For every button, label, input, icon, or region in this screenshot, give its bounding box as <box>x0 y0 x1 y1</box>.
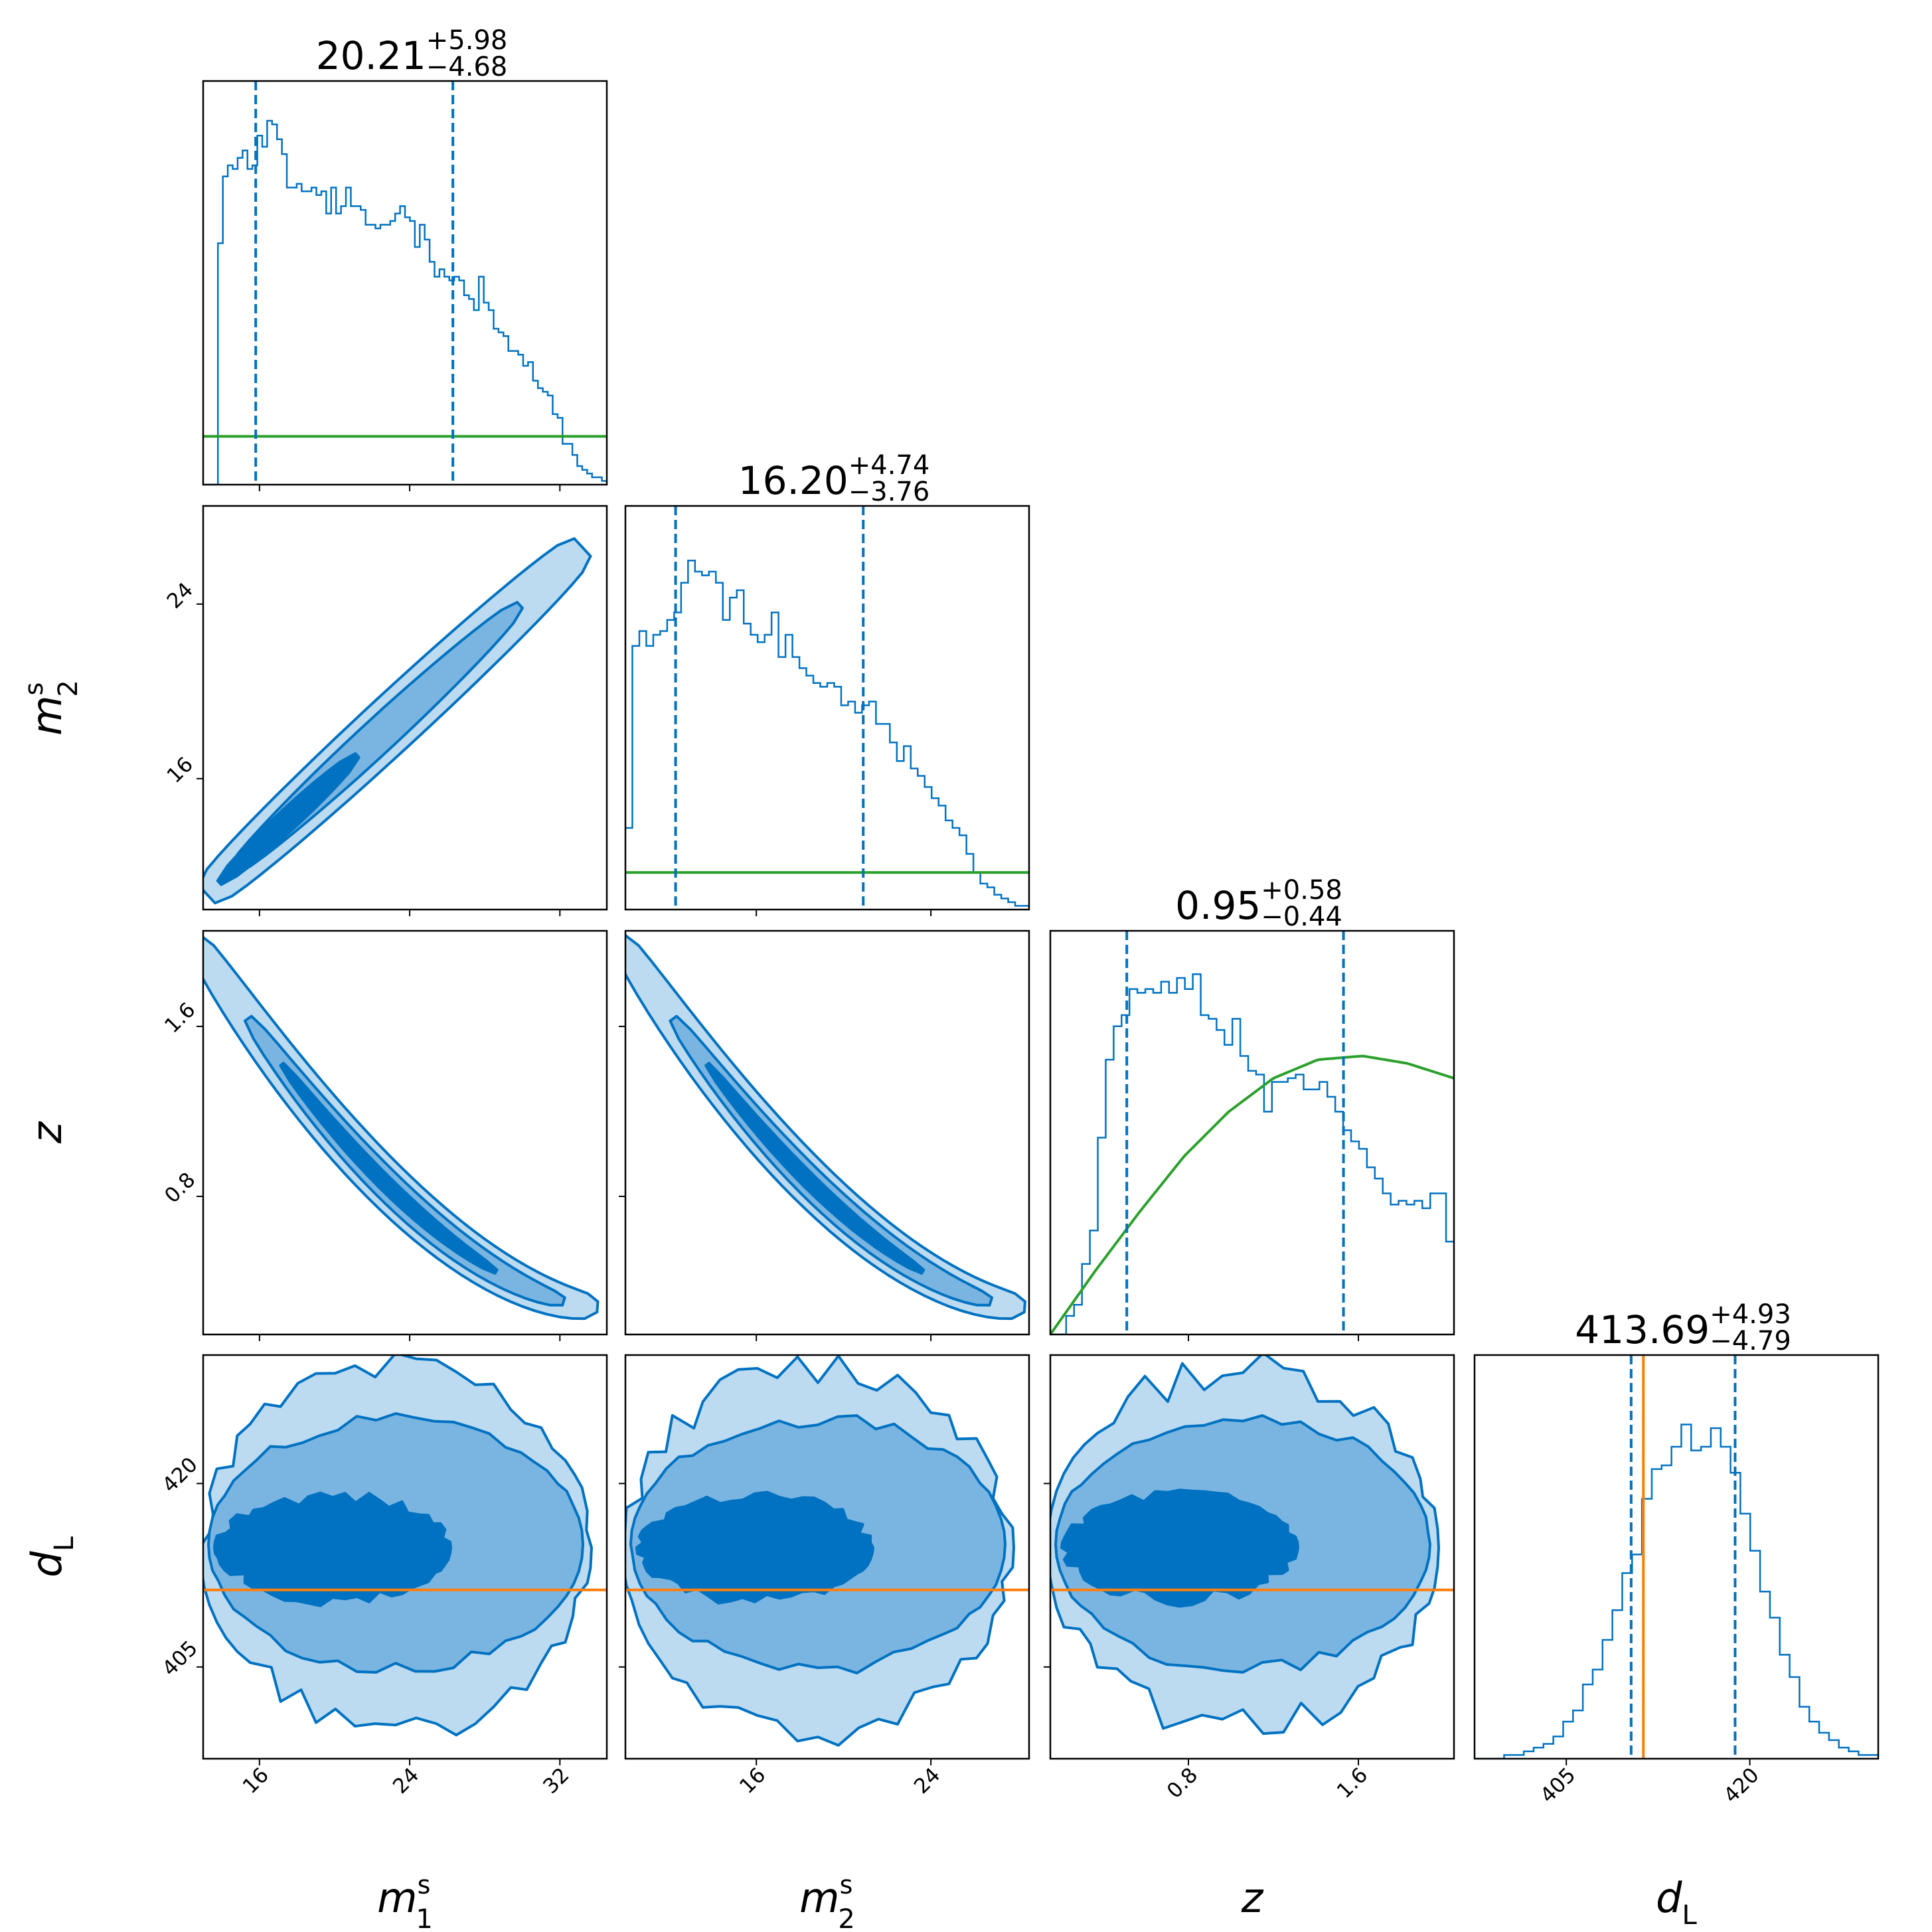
contour-level-3 <box>704 1062 926 1275</box>
x-tick-label: 16 <box>735 1763 770 1799</box>
frame-m2 <box>624 505 1030 911</box>
contour-panel-z-m2 <box>625 933 1026 1321</box>
x-tick-label: 405 <box>1536 1763 1580 1808</box>
frame-dL <box>1473 1354 1880 1760</box>
histogram-dL <box>1475 1423 1878 1759</box>
contour-level-1 <box>625 933 1026 1321</box>
x-tick-label: 420 <box>1719 1763 1763 1808</box>
contour-level-3 <box>213 1491 452 1607</box>
hist-panel-dL <box>1475 1355 1878 1759</box>
contour-level-3 <box>216 752 361 886</box>
frame-z <box>1049 929 1455 1336</box>
hist-panel-m1 <box>203 81 607 485</box>
frame-contour-panel-z-m1 <box>202 929 608 1336</box>
title-dL: 413.69+4.93 −4.79 <box>1575 1299 1791 1356</box>
y-axis-label-z: z <box>23 1121 71 1144</box>
frame-contour-panel-dL-m1 <box>202 1354 608 1760</box>
x-axis-label-z: z <box>1241 1874 1264 1922</box>
title-m2: 16.20+4.74 −3.76 <box>738 450 930 507</box>
x-tick-label: 24 <box>388 1763 424 1799</box>
frame-m2-m1 <box>202 505 608 911</box>
y-tick-label: 405 <box>158 1636 202 1680</box>
x-axis-label-m1: ms 1 <box>377 1870 433 1932</box>
contour-level-2 <box>244 1014 566 1307</box>
contour-panel-dL-m1 <box>203 1355 607 1737</box>
title-z: 0.95+0.58 −0.44 <box>1175 875 1342 932</box>
y-tick-label: 1.6 <box>160 998 200 1038</box>
histogram-z <box>1050 973 1454 1334</box>
x-axis-label-dL: dL <box>1656 1874 1697 1931</box>
contour-panel-z-m1 <box>203 935 600 1321</box>
x-tick-label: 16 <box>238 1763 274 1799</box>
contour-panel-m2-m1 <box>203 537 592 905</box>
title-m1: 20.21+5.98 −4.68 <box>316 25 508 82</box>
contour-panel-dL-z <box>1050 1355 1454 1735</box>
histogram-m1 <box>203 120 607 485</box>
hist-panel-m2 <box>625 506 1029 910</box>
y-tick-label: 16 <box>163 752 198 787</box>
contour-level-2 <box>669 1014 993 1307</box>
frame-contour-panel-dL-m2 <box>624 1354 1030 1760</box>
x-tick-label: 32 <box>538 1763 574 1799</box>
y-axis-label-dL: dL <box>23 1536 80 1577</box>
frame-m1 <box>202 80 608 486</box>
y-axis-label-m2: ms 2 <box>19 680 84 736</box>
prior-curve-z <box>1050 1054 1454 1334</box>
hist-panel-z <box>1050 931 1454 1334</box>
histogram-m2 <box>625 559 1029 907</box>
x-axis-label-m2: ms 2 <box>799 1870 855 1932</box>
contour-level-1 <box>203 935 600 1321</box>
y-tick-label: 420 <box>158 1453 202 1497</box>
y-tick-label: 0.8 <box>160 1168 200 1208</box>
contour-panel-dL-m2 <box>625 1355 1029 1747</box>
contour-level-3 <box>1060 1489 1299 1608</box>
x-tick-label: 0.8 <box>1163 1763 1202 1803</box>
x-tick-label: 24 <box>910 1763 945 1799</box>
frame-contour-panel-dL-z <box>1049 1354 1455 1760</box>
x-tick-label: 1.6 <box>1332 1763 1372 1803</box>
frame-contour-panel-z-m2 <box>624 929 1030 1336</box>
contour-level-3 <box>279 1062 499 1275</box>
y-tick-label: 24 <box>163 578 198 613</box>
